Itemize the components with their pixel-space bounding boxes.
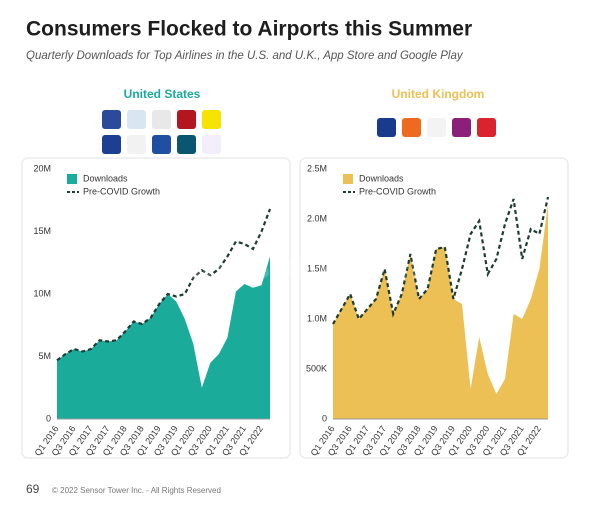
y-tick-label: 2.5M (307, 163, 327, 173)
panel-frame (299, 157, 569, 459)
panel-frame (21, 157, 291, 459)
page-subtitle: Quarterly Downloads for Top Airlines in … (26, 50, 464, 62)
line (56, 208, 272, 362)
y-tick-label: 1.0M (307, 313, 327, 323)
page-number: 69 (26, 482, 40, 496)
y-tick-label: 10M (33, 288, 51, 298)
copyright: © 2022 Sensor Tower Inc. - All Rights Re… (52, 486, 221, 495)
y-tick-label: 0 (322, 413, 327, 423)
chart-title: United States (124, 87, 201, 101)
y-tick-label: 1.5M (307, 263, 327, 273)
legend-label: Downloads (83, 173, 128, 183)
legend-label: Pre-COVID Growth (83, 186, 160, 196)
line (332, 196, 550, 325)
area (57, 256, 270, 419)
uk-airline-icons (377, 118, 496, 137)
legend-label: Downloads (359, 173, 404, 183)
us-airline-icons (102, 110, 221, 154)
y-tick-label: 500K (306, 363, 327, 373)
page-title: Consumers Flocked to Airports this Summe… (26, 18, 472, 41)
y-tick-label: 0 (46, 413, 51, 423)
legend-label: Pre-COVID Growth (359, 186, 436, 196)
y-tick-label: 2.0M (307, 213, 327, 223)
y-tick-label: 5M (38, 351, 51, 361)
area (333, 204, 548, 419)
y-tick-label: 20M (33, 163, 51, 173)
y-tick-label: 15M (33, 226, 51, 236)
legend-swatch (343, 174, 353, 184)
watermark: SensorTower (175, 244, 425, 288)
legend-swatch (67, 174, 77, 184)
chart-title: United Kingdom (392, 87, 485, 101)
